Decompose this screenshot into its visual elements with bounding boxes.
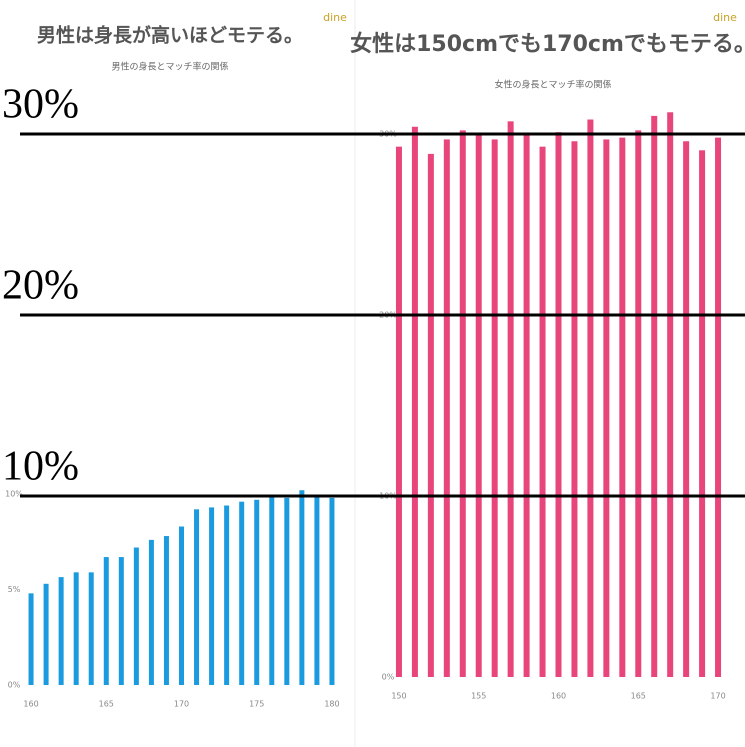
bar — [329, 497, 335, 685]
bar — [539, 146, 546, 678]
bar — [683, 141, 690, 678]
bar — [179, 526, 184, 685]
chart-title: 男性は身長が高いほどモテる。 — [37, 24, 303, 47]
bar — [194, 509, 200, 685]
bar — [411, 126, 418, 677]
bar — [73, 572, 79, 685]
bar — [269, 495, 275, 685]
bar — [299, 490, 305, 685]
chart-subtitle: 女性の身長とマッチ率の関係 — [494, 79, 611, 91]
bar — [491, 139, 498, 677]
bar — [239, 501, 245, 685]
bar — [148, 539, 154, 685]
x-tick-label: 170 — [174, 700, 189, 709]
bar — [507, 121, 514, 677]
bar — [43, 583, 49, 685]
bar — [699, 150, 706, 678]
bar — [58, 577, 64, 685]
bar — [619, 137, 626, 677]
bar — [475, 134, 482, 677]
bar — [459, 130, 466, 677]
x-tick-label: 165 — [631, 692, 646, 701]
bar — [103, 557, 109, 685]
bar — [651, 115, 658, 677]
bar — [571, 141, 578, 678]
bar — [443, 139, 450, 677]
bar — [314, 495, 320, 685]
bar — [284, 497, 290, 685]
x-tick-label: 160 — [551, 692, 566, 701]
bar — [523, 134, 530, 677]
bar — [254, 499, 260, 685]
x-tick-label: 170 — [710, 692, 725, 701]
bar — [133, 547, 139, 685]
bar — [88, 572, 94, 685]
bar — [118, 557, 124, 685]
x-tick-label: 180 — [324, 700, 339, 709]
bar — [395, 146, 402, 678]
x-tick-label: 165 — [99, 700, 114, 709]
chart-title: 女性は150cmでも170cmでもモテる。 — [350, 31, 745, 57]
bar — [635, 130, 642, 677]
bar — [427, 153, 434, 677]
y-tick-label: 10% — [5, 490, 23, 499]
x-tick-label: 150 — [391, 692, 406, 701]
bar — [715, 137, 722, 677]
bar — [667, 112, 674, 677]
overlay-label: 20% — [2, 263, 79, 309]
y-tick-label: 0% — [8, 681, 21, 690]
bar — [603, 139, 610, 677]
bar — [163, 536, 169, 685]
y-tick-label: 0% — [382, 673, 395, 682]
logo: dine — [323, 11, 347, 24]
x-tick-label: 175 — [249, 700, 264, 709]
x-tick-label: 160 — [23, 700, 38, 709]
overlay-label: 30% — [2, 82, 79, 128]
bar — [224, 505, 230, 685]
x-tick-label: 155 — [471, 692, 486, 701]
bar — [28, 593, 34, 685]
chart-subtitle: 男性の身長とマッチ率の関係 — [111, 61, 228, 73]
bar — [587, 119, 594, 677]
bar — [555, 132, 562, 677]
logo: dine — [713, 11, 737, 24]
y-tick-label: 5% — [8, 585, 21, 594]
overlay-label: 10% — [2, 444, 79, 490]
bar — [209, 507, 215, 685]
